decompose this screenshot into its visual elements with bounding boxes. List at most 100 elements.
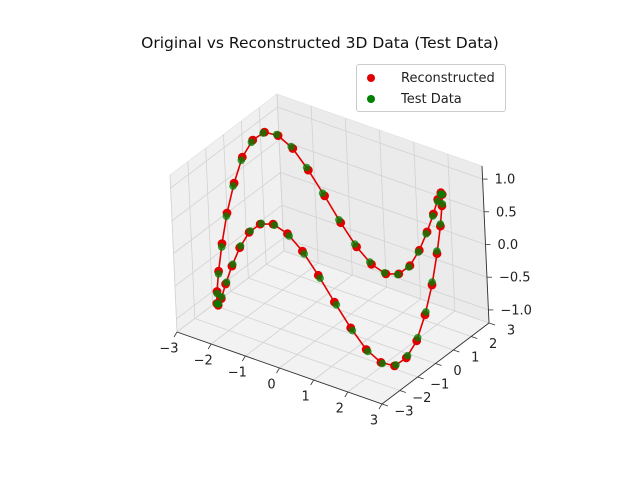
tick-mark	[453, 349, 460, 353]
legend-swatch-reconstructed	[367, 74, 375, 82]
tick-mark	[344, 391, 349, 398]
x-tick-label: 1	[302, 390, 310, 405]
test-data-point	[217, 243, 226, 251]
tick-mark	[488, 322, 496, 326]
tick-mark	[435, 363, 442, 366]
grid-line	[280, 172, 486, 245]
test-data-point	[316, 274, 324, 283]
x-tick-label: 0	[267, 378, 275, 393]
tick-mark	[417, 376, 424, 380]
test-data-point	[236, 242, 245, 250]
test-data-point	[378, 359, 387, 368]
legend-label-reconstructed: Reconstructed	[401, 70, 495, 86]
test-data-point	[214, 270, 223, 278]
grid-line	[281, 204, 488, 278]
y-tick-label: 1	[471, 351, 479, 366]
test-data-point	[366, 258, 374, 266]
test-data-point	[222, 212, 231, 220]
z-tick-label: 0.5	[496, 205, 517, 220]
z-tick-label: 1.0	[495, 173, 516, 188]
z-tick-label: 0.0	[498, 238, 519, 253]
grid-line	[266, 264, 472, 337]
test-data-point	[413, 333, 422, 342]
test-data-point	[222, 278, 231, 287]
grid-line	[171, 139, 280, 222]
z-tick-label: −1.0	[500, 303, 532, 318]
test-data-point	[229, 260, 237, 269]
legend-label-test-data: Test Data	[401, 91, 462, 107]
test-data-point	[257, 219, 266, 228]
test-data-point	[428, 278, 436, 286]
grid-line	[283, 250, 490, 324]
test-data-point	[229, 182, 237, 190]
test-data-point	[237, 156, 246, 165]
test-data-point	[429, 212, 437, 220]
y-tick-label: −1	[430, 378, 449, 393]
x-tick-label: 2	[336, 402, 344, 417]
test-data-point	[403, 351, 412, 360]
tick-mark	[276, 367, 280, 374]
tick-mark	[378, 403, 383, 410]
tick-mark	[207, 343, 212, 350]
y-tick-label: −2	[412, 391, 431, 406]
grid-line	[278, 139, 485, 213]
tick-mark	[381, 403, 389, 407]
grid-line	[194, 318, 400, 391]
test-data-point	[217, 293, 226, 301]
grid-line	[174, 204, 283, 287]
test-data-point	[259, 129, 267, 137]
tick-mark	[173, 331, 178, 338]
test-data-point	[302, 163, 311, 172]
test-data-point	[436, 220, 445, 228]
test-data-point	[247, 138, 256, 147]
test-data-point	[405, 263, 413, 271]
legend-item-test-data: Test Data	[367, 89, 462, 109]
test-data-point	[433, 197, 442, 206]
tick-mark	[241, 355, 246, 362]
test-data-point	[393, 270, 402, 279]
y-tick-label: −3	[394, 405, 413, 420]
y-tick-label: 0	[453, 364, 461, 379]
test-data-point	[392, 361, 400, 369]
grid-line	[170, 106, 278, 189]
test-data-point	[348, 326, 357, 335]
tick-mark	[471, 336, 478, 339]
tick-mark	[399, 390, 406, 393]
test-data-point	[270, 221, 279, 229]
test-data-point	[380, 269, 389, 277]
grid-line	[230, 291, 436, 364]
grid-line	[176, 237, 284, 320]
test-data-point	[285, 232, 294, 240]
test-data-point	[422, 230, 431, 238]
test-data-point	[433, 247, 441, 255]
chart-title: Original vs Reconstructed 3D Data (Test …	[141, 34, 499, 52]
x-tick-label: −1	[228, 366, 247, 381]
test-data-point	[436, 190, 445, 198]
test-data-point	[300, 250, 309, 258]
x-tick-label: −2	[194, 354, 213, 369]
grid-line	[277, 106, 483, 180]
legend-swatch-test-data	[367, 95, 375, 103]
y-tick-label: 2	[489, 337, 497, 352]
test-data-point	[287, 142, 296, 151]
y-tick-label: 3	[507, 324, 515, 339]
data-points	[212, 127, 447, 371]
test-data-point	[272, 130, 281, 139]
axis-panes	[169, 93, 490, 405]
legend-item-reconstructed: Reconstructed	[367, 68, 495, 88]
test-data-point	[414, 248, 423, 256]
x-tick-label: −3	[159, 342, 178, 357]
test-data-point	[246, 227, 254, 235]
test-data-point	[335, 216, 343, 224]
x-tick-label: 3	[370, 414, 378, 429]
legend: Reconstructed Test Data	[356, 64, 506, 112]
test-data-point	[214, 300, 223, 308]
test-data-point	[332, 301, 341, 309]
test-data-point	[318, 189, 327, 197]
tick-mark	[310, 379, 315, 386]
test-data-point	[422, 308, 430, 316]
test-data-point	[351, 240, 359, 248]
test-data-point	[364, 347, 372, 356]
